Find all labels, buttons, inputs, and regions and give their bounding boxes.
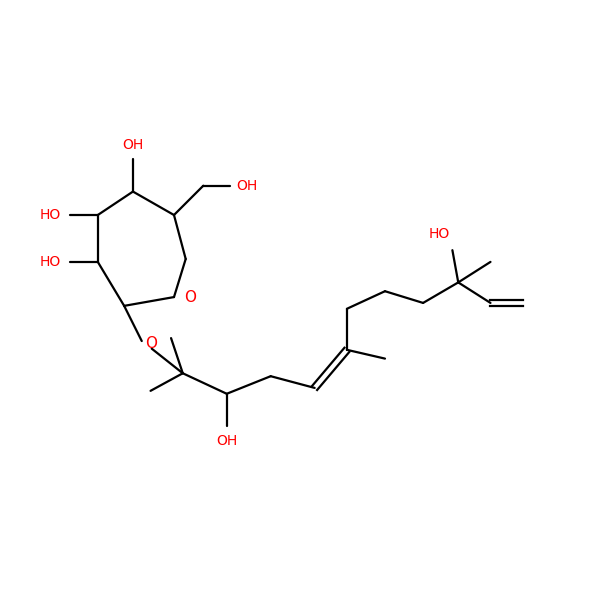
Text: HO: HO: [40, 208, 61, 222]
Text: O: O: [145, 337, 157, 352]
Text: OH: OH: [122, 138, 143, 152]
Text: O: O: [185, 290, 197, 305]
Text: OH: OH: [237, 179, 258, 193]
Text: OH: OH: [216, 434, 238, 448]
Text: HO: HO: [428, 227, 449, 241]
Text: HO: HO: [40, 255, 61, 269]
